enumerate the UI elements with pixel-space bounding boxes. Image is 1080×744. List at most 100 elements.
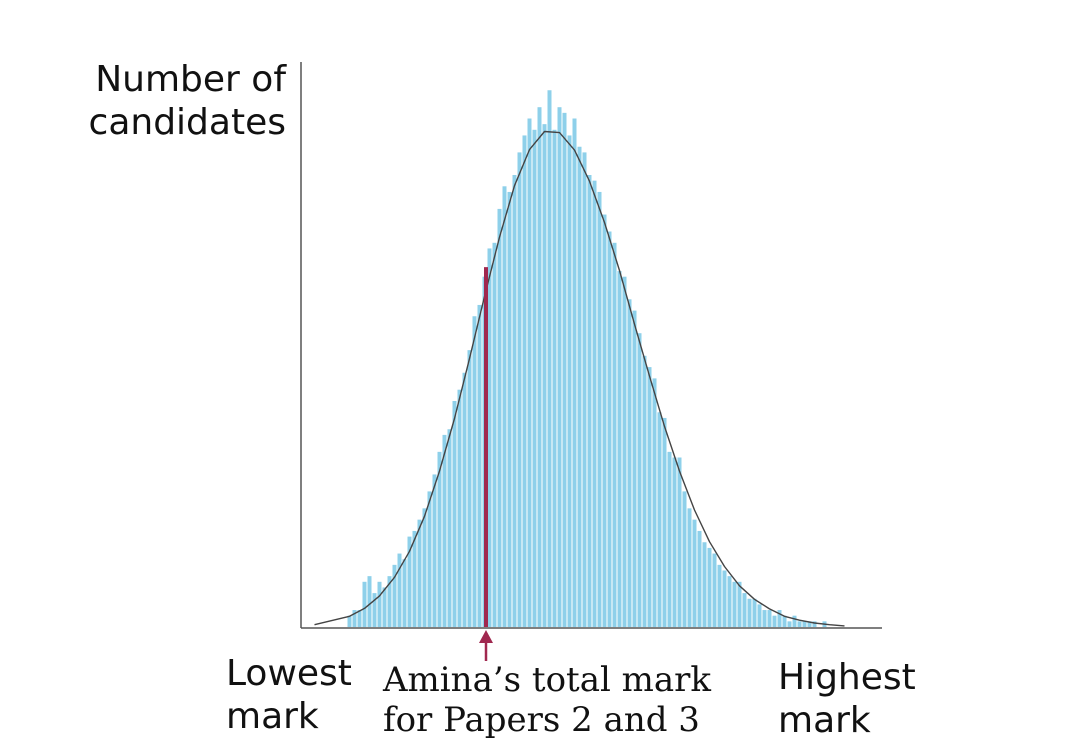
bar: [752, 598, 757, 627]
bar: [352, 610, 357, 627]
bar: [647, 367, 652, 627]
bar: [377, 581, 382, 627]
bar: [537, 107, 542, 627]
fitted-curve: [314, 130, 845, 627]
bar: [562, 112, 567, 628]
bar: [612, 242, 617, 628]
bar: [572, 118, 577, 627]
bar: [767, 610, 772, 627]
bar: [502, 186, 507, 628]
bar: [802, 621, 807, 627]
bar: [637, 333, 642, 627]
bar: [477, 304, 482, 627]
bar: [407, 536, 412, 627]
marker-arrow-head: [479, 630, 493, 643]
bar: [672, 457, 677, 627]
bar: [587, 175, 592, 627]
bar: [702, 542, 707, 627]
bar: [692, 519, 697, 627]
bar: [422, 508, 427, 627]
bar: [402, 559, 407, 627]
bar: [372, 593, 377, 627]
bar: [727, 576, 732, 627]
bar: [687, 508, 692, 627]
bar: [417, 519, 422, 627]
bar: [512, 175, 517, 627]
bar: [607, 231, 612, 627]
bar: [732, 581, 737, 627]
bar: [697, 530, 702, 627]
y-axis-label: Number of candidates: [88, 59, 286, 143]
bar: [627, 299, 632, 627]
bar: [347, 615, 352, 627]
bar: [657, 412, 662, 627]
bar: [517, 152, 522, 627]
bar: [722, 570, 727, 627]
bar: [557, 107, 562, 627]
bar: [777, 610, 782, 627]
bar: [497, 208, 502, 627]
bar: [367, 576, 372, 627]
bar: [432, 474, 437, 627]
bar: [542, 124, 547, 628]
bar: [617, 271, 622, 627]
bar: [632, 310, 637, 627]
bar: [667, 451, 672, 627]
bar: [447, 429, 452, 627]
bar: [712, 553, 717, 627]
bar: [782, 615, 787, 627]
bar: [662, 417, 667, 627]
bar: [772, 615, 777, 627]
bar: [442, 434, 447, 627]
bar: [412, 530, 417, 627]
bar: [387, 576, 392, 627]
bar: [487, 248, 492, 627]
bar: [622, 276, 627, 627]
bar: [472, 316, 477, 627]
bar: [552, 129, 557, 628]
bar: [597, 191, 602, 627]
bar: [427, 491, 432, 627]
bar: [812, 621, 817, 627]
bar: [522, 135, 527, 627]
bar: [682, 491, 687, 627]
bar: [382, 587, 387, 627]
bar: [547, 90, 552, 627]
bar: [787, 621, 792, 627]
bar: [457, 389, 462, 627]
bar: [737, 581, 742, 627]
bar: [527, 118, 532, 627]
bar: [467, 350, 472, 627]
bar: [717, 564, 722, 627]
bar: [707, 547, 712, 627]
bar: [462, 372, 467, 627]
bar: [452, 401, 457, 627]
bar: [677, 457, 682, 627]
bar: [742, 593, 747, 627]
bar: [577, 146, 582, 627]
bar: [797, 621, 802, 627]
bar: [532, 129, 537, 628]
bar: [602, 214, 607, 628]
bar: [567, 135, 572, 627]
marker-label: Amina’s total mark for Papers 2 and 3: [383, 660, 712, 740]
bar: [592, 180, 597, 627]
bar: [492, 242, 497, 628]
bar: [642, 355, 647, 627]
bar: [792, 615, 797, 627]
bar: [762, 610, 767, 627]
bar: [397, 553, 402, 627]
bar: [807, 621, 812, 627]
x-axis-high-label: Highest mark: [778, 657, 916, 741]
bar: [362, 581, 367, 627]
bar: [747, 598, 752, 627]
bar: [582, 152, 587, 627]
bar: [652, 378, 657, 627]
bar: [507, 191, 512, 627]
x-axis-low-label: Lowest mark: [226, 653, 352, 737]
bar: [757, 604, 762, 627]
bar: [357, 610, 362, 627]
bar: [392, 564, 397, 627]
